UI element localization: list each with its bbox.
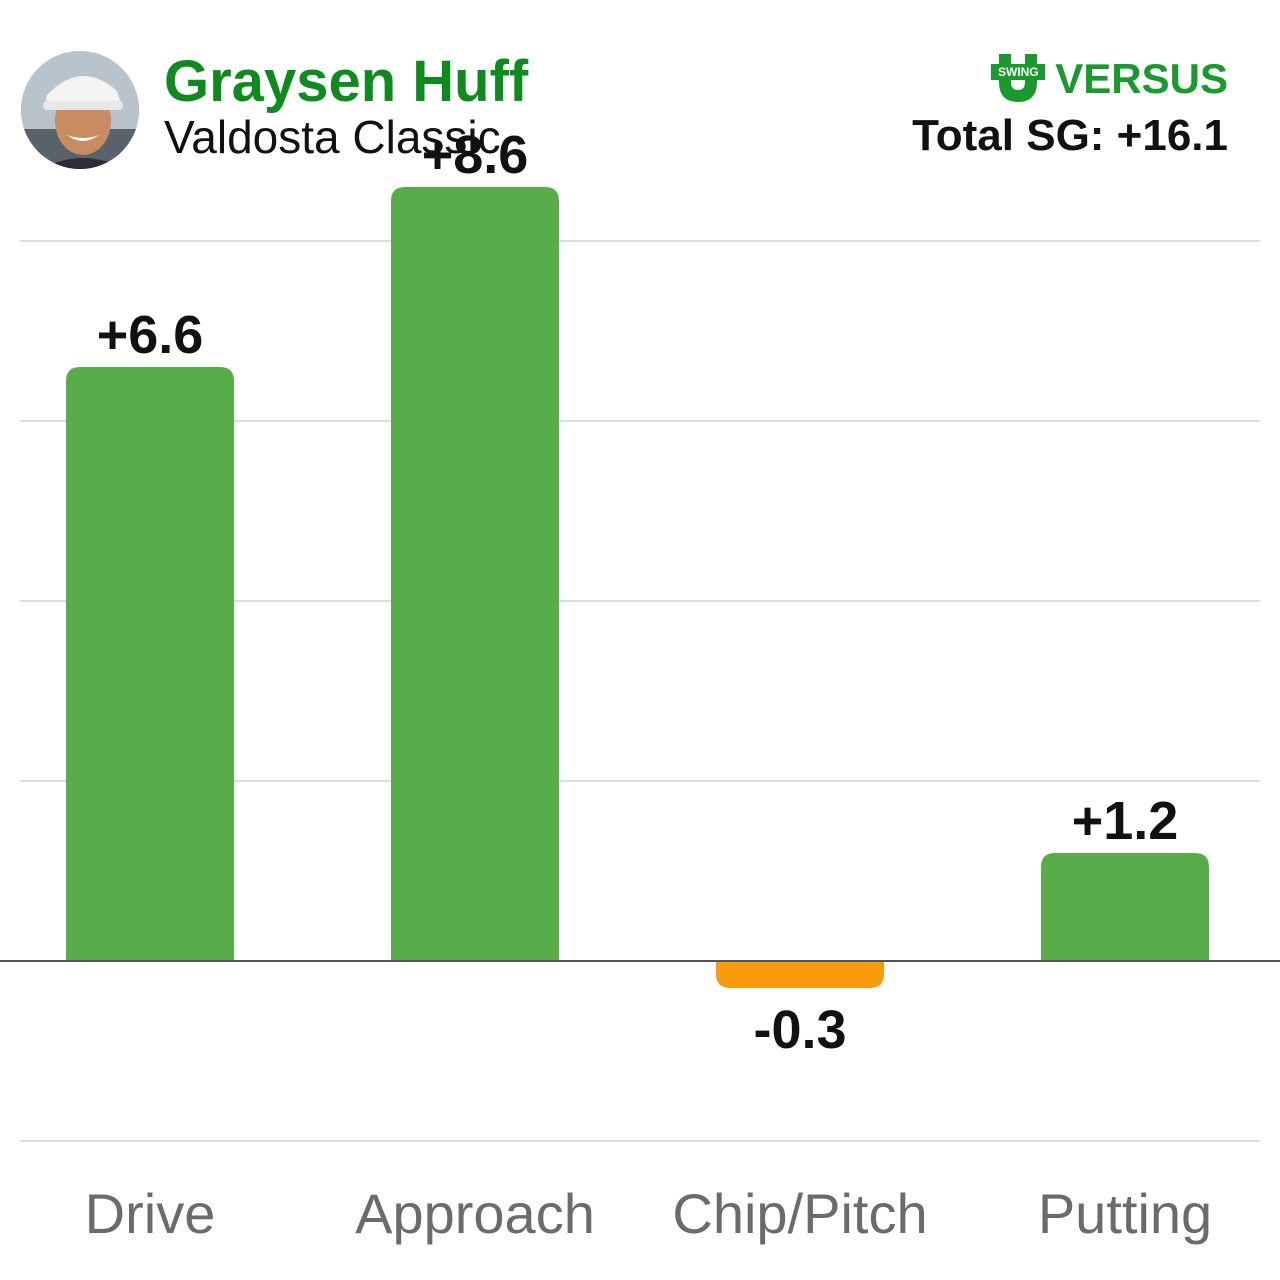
swing-u-logo-icon: SWING <box>991 54 1046 104</box>
category-label: Drive <box>85 1182 216 1245</box>
bar <box>1041 853 1209 961</box>
category-label: Putting <box>1038 1182 1212 1245</box>
category-label: Chip/Pitch <box>672 1182 927 1245</box>
brand-badge-text: SWING <box>991 64 1046 80</box>
data-label: +1.2 <box>1072 791 1179 851</box>
player-avatar <box>21 51 139 169</box>
bar <box>716 961 884 988</box>
bar <box>391 187 559 961</box>
total-strokes-gained: Total SG: +16.1 <box>912 111 1228 160</box>
event-name: Valdosta Classic <box>164 111 501 163</box>
data-label: +8.6 <box>422 125 529 185</box>
brand-name: VERSUS <box>1055 55 1228 102</box>
player-photo-icon <box>21 51 139 169</box>
bar <box>66 367 234 961</box>
brand-logo: SWING VERSUS <box>991 54 1228 104</box>
category-label: Approach <box>355 1182 595 1245</box>
data-label: -0.3 <box>753 1000 846 1060</box>
data-label: +6.6 <box>97 305 204 365</box>
player-name: Graysen Huff <box>164 49 529 114</box>
